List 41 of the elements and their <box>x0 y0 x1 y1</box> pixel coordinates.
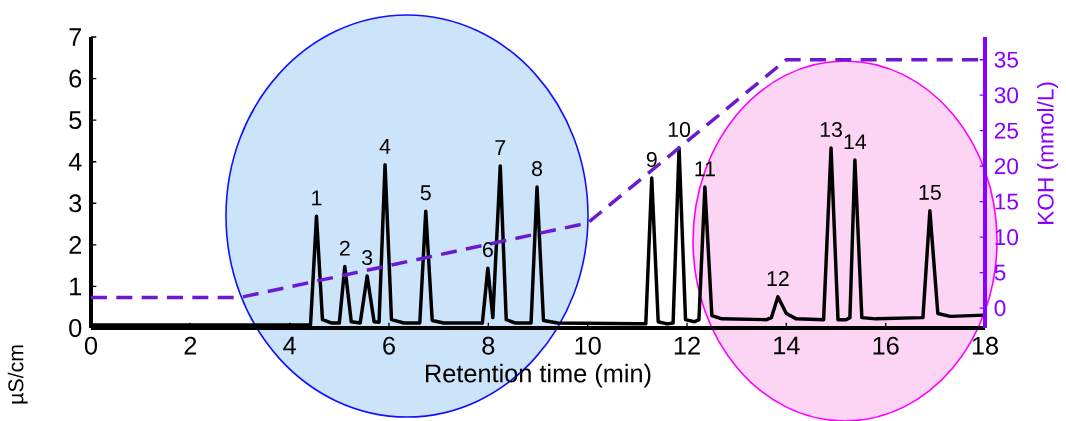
y2-tick-label: 15 <box>995 193 1018 210</box>
annotation: 1 <box>312 190 322 206</box>
x-tick-label: 2 <box>184 336 197 355</box>
y-tick-label: 6 <box>69 69 82 88</box>
x-tick-label: 16 <box>873 336 899 355</box>
annotation: 7 <box>495 140 506 155</box>
annotation: 8 <box>532 161 543 177</box>
annotation: 9 <box>646 151 657 167</box>
annotation: 4 <box>379 139 391 154</box>
x-tick-label: 4 <box>283 336 296 355</box>
x-tick-label: 6 <box>383 336 395 355</box>
y-tick-label: 5 <box>69 111 82 129</box>
y2-axis-title: KOH (mmol/L) <box>1037 82 1059 224</box>
y-tick-label: 1 <box>70 277 82 296</box>
x-tick-label: 12 <box>674 336 700 355</box>
y-tick-label: 4 <box>68 153 82 171</box>
y2-tick-label: 20 <box>994 158 1019 175</box>
y2-tick-label: 30 <box>994 87 1019 104</box>
annotation: 15 <box>919 184 941 200</box>
annotation: 3 <box>362 250 373 266</box>
annotation: 10 <box>668 121 691 138</box>
y-tick-label: 0 <box>69 319 82 337</box>
x-tick-label: 10 <box>575 336 601 355</box>
annotation: 13 <box>820 121 842 138</box>
y2-tick-label: 35 <box>994 51 1018 68</box>
y-tick-label: 7 <box>69 28 82 46</box>
annotation: 6 <box>483 242 493 258</box>
annotation: 14 <box>844 134 867 150</box>
annotation: 12 <box>767 271 789 286</box>
y-tick-label: 3 <box>69 194 82 213</box>
x-tick-label: 18 <box>972 336 998 355</box>
x-tick-label: 0 <box>84 336 98 355</box>
y2-tick-label: 25 <box>994 122 1018 139</box>
x-tick-label: 14 <box>774 336 800 355</box>
annotation: 5 <box>420 185 431 201</box>
y-axis-title: µS/cm <box>7 345 28 404</box>
x-tick-label: 8 <box>482 336 495 355</box>
y2-tick-label: 5 <box>994 264 1006 281</box>
annotation: 2 <box>339 240 350 256</box>
y2-tick-label: 0 <box>994 300 1006 317</box>
y-tick-label: 2 <box>69 236 82 254</box>
